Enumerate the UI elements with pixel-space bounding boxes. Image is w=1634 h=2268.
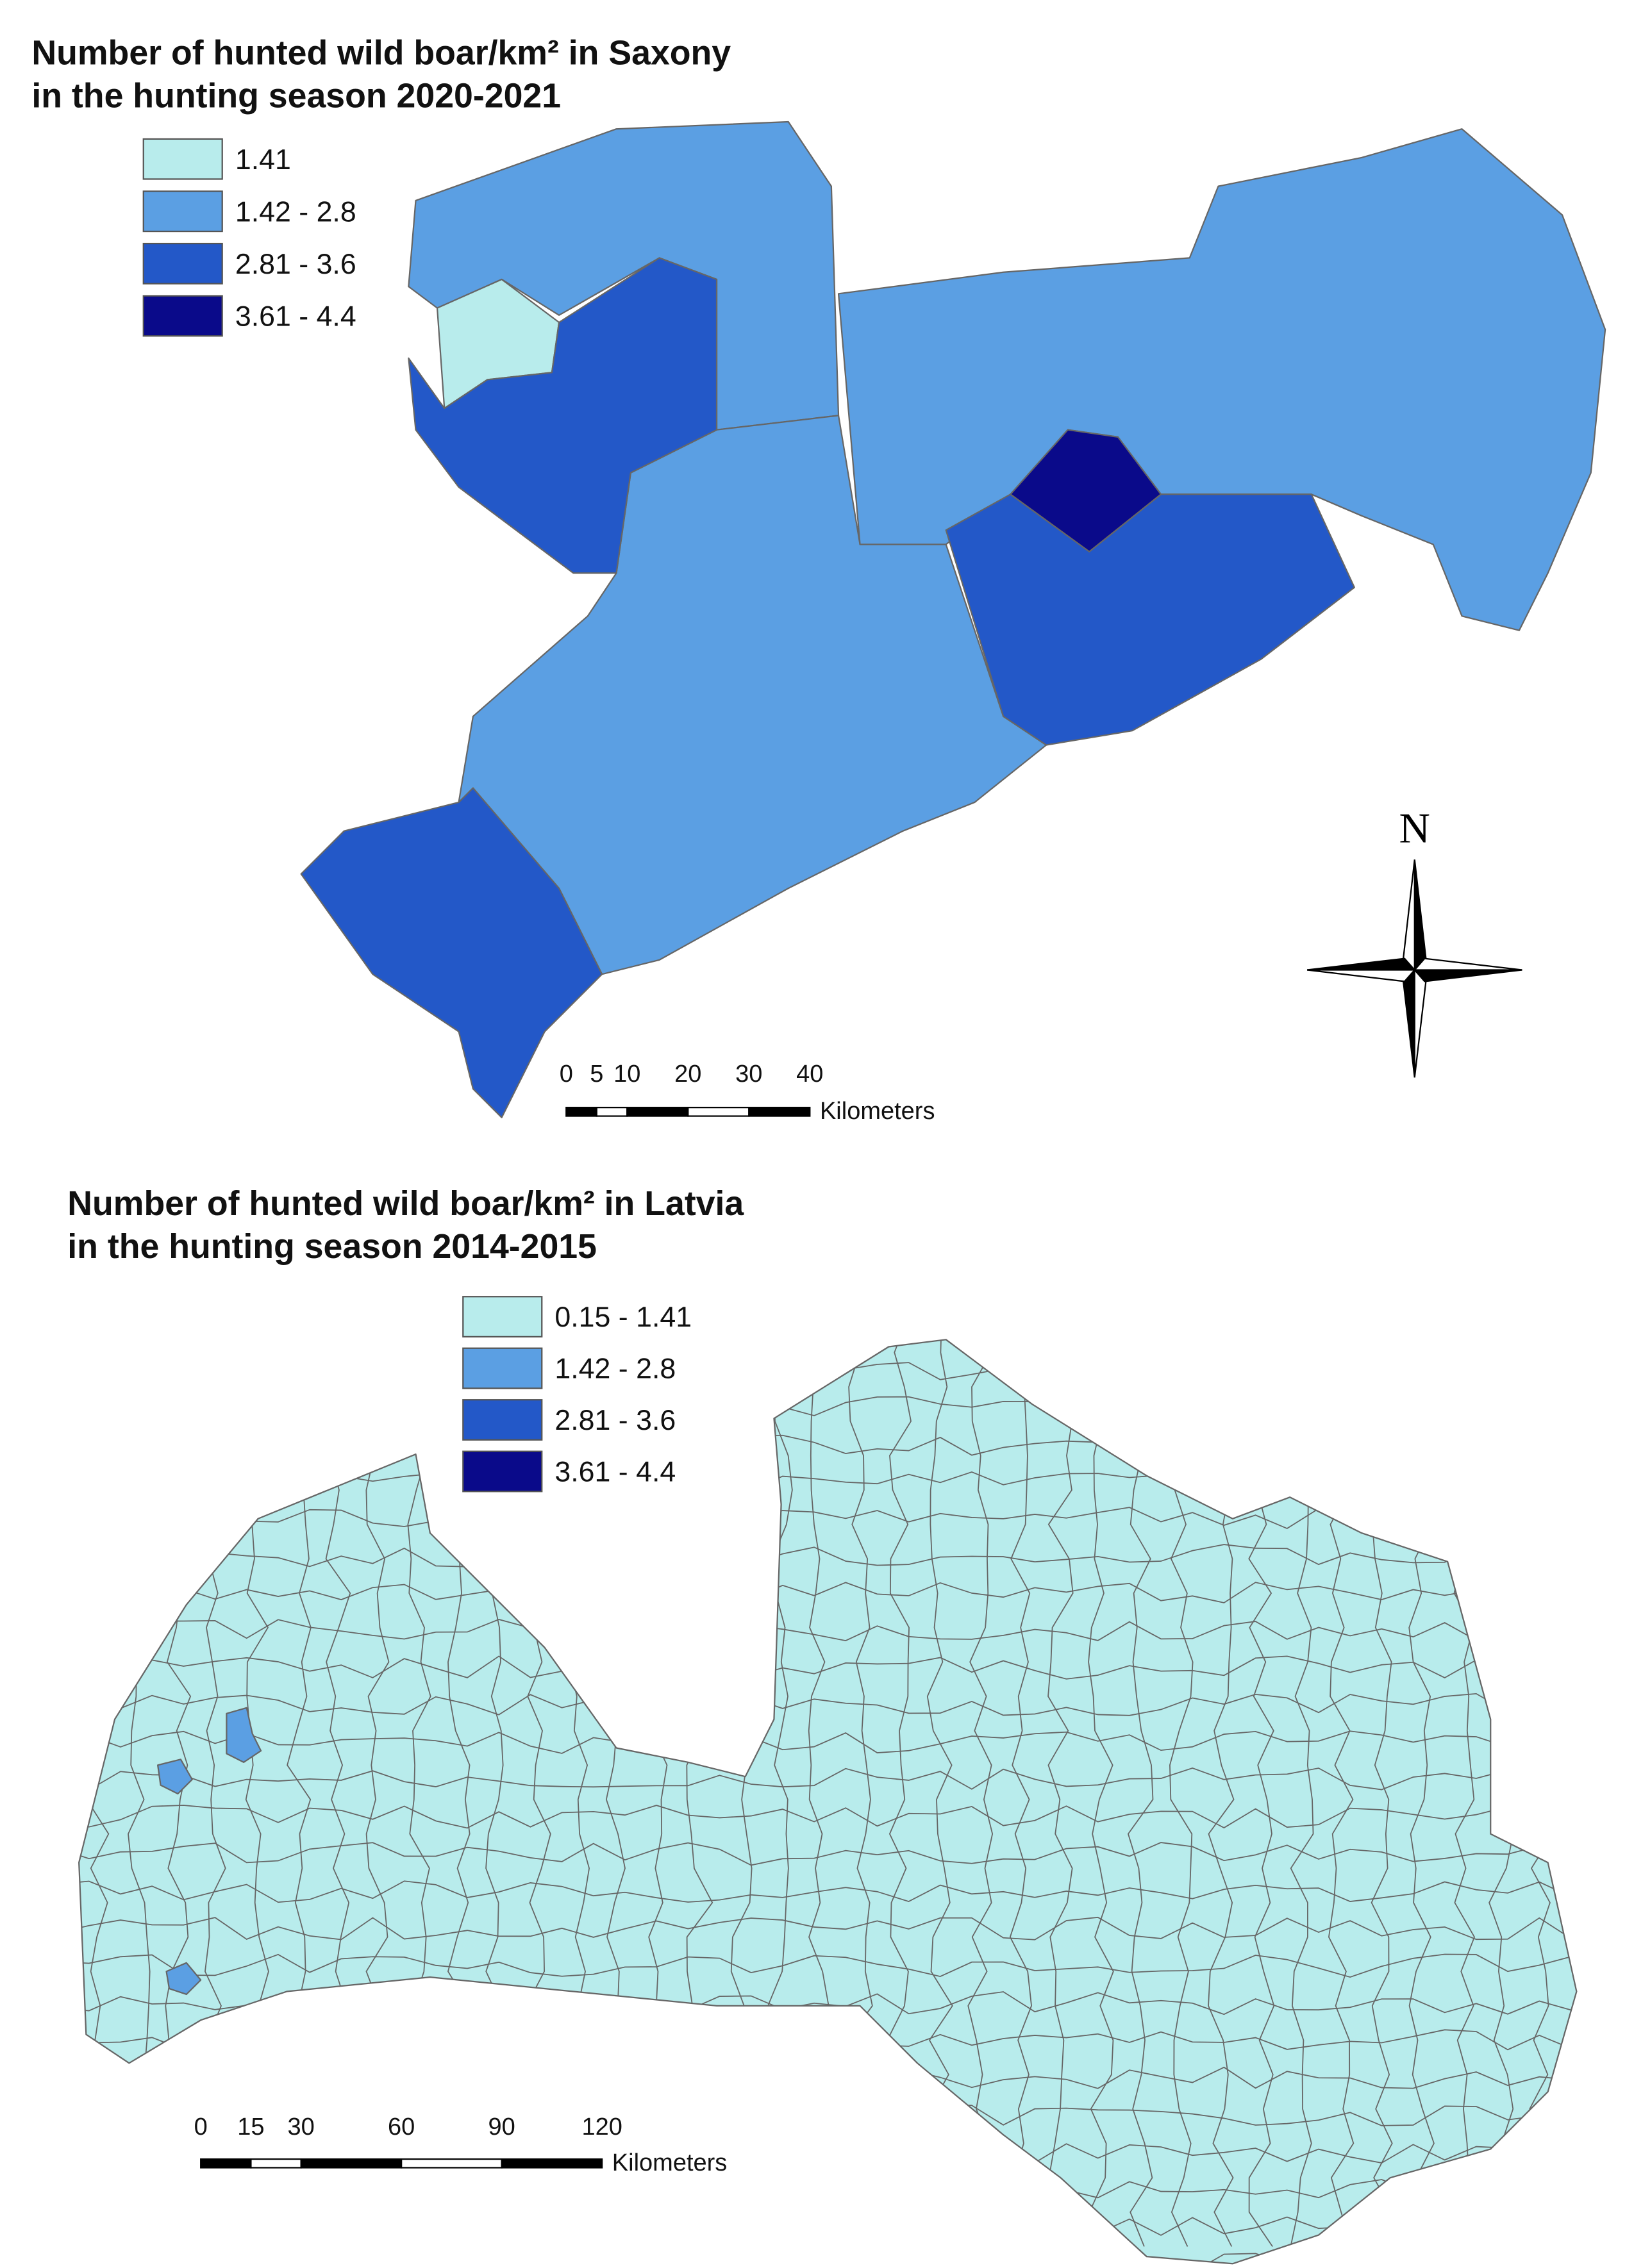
border xyxy=(79,1953,1571,1978)
latvia-map xyxy=(46,1318,1578,2265)
border xyxy=(79,1582,1571,1605)
scale-label: 30 xyxy=(735,1061,762,1088)
scale-label: 30 xyxy=(288,2114,315,2140)
region xyxy=(1010,429,1162,552)
border xyxy=(79,1693,1571,1716)
legend-label: 3.61 - 4.4 xyxy=(235,301,356,333)
border xyxy=(79,1916,1571,1941)
border xyxy=(1127,1339,1154,2247)
border xyxy=(79,1805,1571,1829)
scale-segment xyxy=(501,2158,603,2169)
border xyxy=(79,1730,1571,1754)
saxony-map xyxy=(300,120,1606,1118)
legend-swatch xyxy=(142,138,223,180)
scale-label: 60 xyxy=(388,2114,415,2140)
border xyxy=(79,1619,1571,1643)
scale-segment xyxy=(626,1107,689,1117)
legend-label: 3.61 - 4.4 xyxy=(554,1457,676,1488)
north-arrow: N xyxy=(1306,804,1522,1078)
scale-unit: Kilometers xyxy=(820,1098,935,1125)
border xyxy=(79,1767,1571,1791)
map-title: Number of hunted wild boar/km² in Latvia xyxy=(67,1184,744,1223)
legend-swatch xyxy=(142,190,223,233)
scale-segment xyxy=(687,1107,750,1117)
border xyxy=(1009,1339,1032,2247)
border xyxy=(79,1357,1571,1381)
scale-segment xyxy=(748,1107,811,1117)
scale-label: 15 xyxy=(237,2114,264,2140)
map-title: in the hunting season 2020-2021 xyxy=(31,77,561,115)
scale-segment xyxy=(596,1107,628,1117)
scale-label: 10 xyxy=(613,1061,640,1088)
region xyxy=(226,1707,262,1763)
border xyxy=(79,1655,1571,1680)
scale-segment xyxy=(565,1107,597,1117)
scale-label: 90 xyxy=(488,2114,515,2140)
legend-label: 2.81 - 3.6 xyxy=(554,1405,676,1436)
legend-label: 1.42 - 2.8 xyxy=(554,1353,676,1385)
region xyxy=(156,1759,193,1795)
border xyxy=(79,2215,1571,2237)
scale-segment xyxy=(200,2158,252,2169)
legend-swatch xyxy=(462,1296,543,1337)
legend-swatch xyxy=(142,242,223,285)
border xyxy=(79,1842,1571,1866)
legend-swatch xyxy=(462,1347,543,1389)
legend-swatch xyxy=(142,295,223,337)
scale-label: 0 xyxy=(560,1061,573,1088)
region xyxy=(945,493,1355,746)
border xyxy=(1570,1339,1577,2247)
scale-segment xyxy=(250,2158,302,2169)
border xyxy=(79,2251,1571,2264)
region xyxy=(165,1962,202,1996)
legend-label: 1.41 xyxy=(235,144,291,176)
scale-label: 0 xyxy=(194,2114,208,2140)
legend-label: 0.15 - 1.41 xyxy=(554,1302,692,1333)
border xyxy=(1088,1339,1114,2247)
border xyxy=(967,1339,994,2247)
legend-label: 2.81 - 3.6 xyxy=(235,249,356,280)
scale-label: 5 xyxy=(590,1061,603,1088)
scale-segment xyxy=(401,2158,503,2169)
legend-swatch xyxy=(462,1399,543,1441)
map-title: Number of hunted wild boar/km² in Saxony xyxy=(31,34,731,72)
scale-label: 20 xyxy=(674,1061,701,1088)
scale-label: 40 xyxy=(796,1061,823,1088)
scale-segment xyxy=(300,2158,403,2169)
north-label: N xyxy=(1399,804,1430,852)
region xyxy=(408,257,718,574)
border xyxy=(79,1544,1571,1568)
scale-label: 120 xyxy=(581,2114,622,2140)
region xyxy=(300,787,603,1118)
legend-label: 1.42 - 2.8 xyxy=(235,196,356,228)
legend-swatch xyxy=(462,1450,543,1493)
border xyxy=(79,1339,1571,1345)
border xyxy=(79,1880,1571,1903)
border xyxy=(1047,1339,1074,2247)
border xyxy=(46,1318,70,2247)
map-title: in the hunting season 2014-2015 xyxy=(67,1227,597,1266)
scale-unit: Kilometers xyxy=(612,2149,728,2176)
region xyxy=(78,1339,1578,2265)
